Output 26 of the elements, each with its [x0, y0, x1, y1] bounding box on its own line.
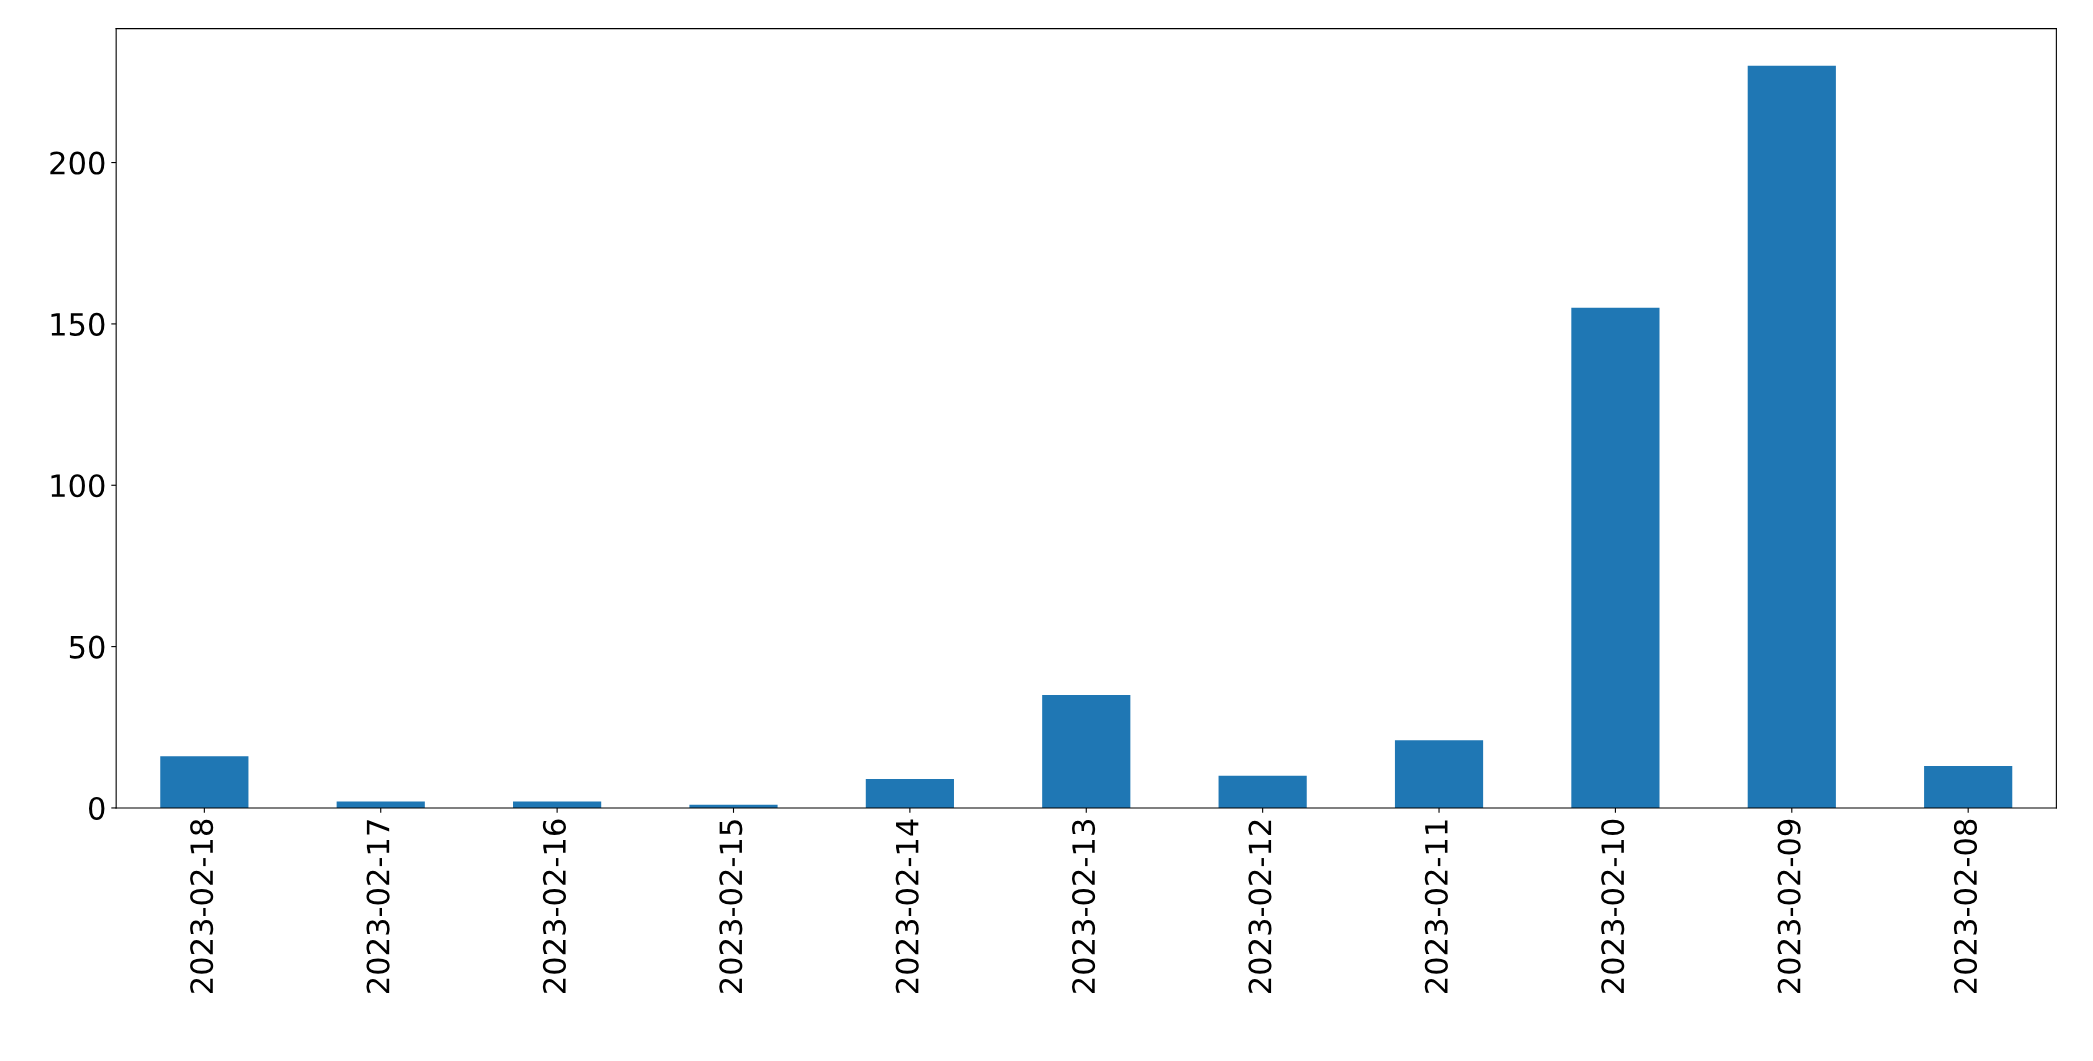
- bar: [1747, 65, 1836, 808]
- y-tick-label: 100: [51, 474, 105, 498]
- bar: [1571, 307, 1660, 808]
- bar: [1218, 775, 1307, 808]
- y-tick-label: 200: [50, 151, 105, 175]
- bar: [865, 778, 954, 808]
- bar: [513, 801, 602, 808]
- bar: [336, 801, 425, 808]
- x-tick-label: 2023-02-13: [1072, 820, 1096, 994]
- x-tick-label: 2023-02-12: [1248, 820, 1272, 994]
- y-tick-label: 50: [69, 635, 105, 659]
- x-tick-label: 2023-02-10: [1601, 819, 1625, 994]
- x-tick-label: 2023-02-15: [719, 820, 743, 994]
- x-tick-label: 2023-02-14: [895, 819, 919, 994]
- y-tick-label: 150: [51, 312, 105, 336]
- x-tick-label: 2023-02-17: [366, 820, 390, 994]
- x-tick-label: 2023-02-18: [190, 819, 214, 994]
- bar: [160, 756, 249, 808]
- bar: [1042, 695, 1131, 808]
- x-tick-label: 2023-02-11: [1424, 820, 1448, 994]
- x-tick-label: 2023-02-09: [1777, 819, 1801, 994]
- x-tick-label: 2023-02-16: [542, 819, 566, 994]
- bar: [1924, 766, 2013, 808]
- bar: [1394, 740, 1484, 808]
- x-tick-label: 2023-02-08: [1953, 819, 1978, 994]
- y-tick-label: 0: [89, 796, 105, 820]
